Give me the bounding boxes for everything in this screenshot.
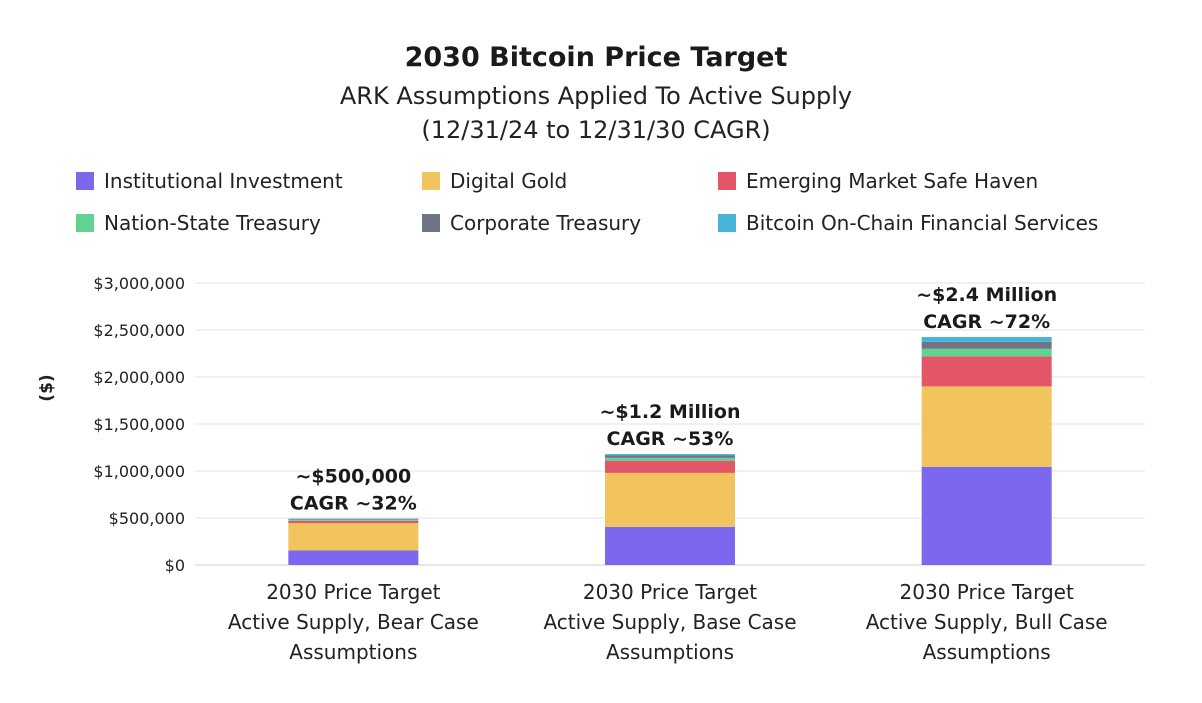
bar-segment	[921, 341, 1052, 349]
y-tick-label: $1,500,000	[93, 415, 185, 434]
bar-segment	[921, 466, 1052, 565]
bar-segment	[288, 519, 419, 520]
bar-segment	[288, 519, 419, 521]
bar-annotations: ~$500,000 CAGR ~32% ~$1.2 Million CAGR ~53%…	[290, 284, 1057, 515]
legend-swatch	[718, 172, 736, 190]
x-tick-label: Active Supply, Bear Case	[228, 610, 479, 634]
y-tick-label: $2,000,000	[93, 368, 185, 387]
bar-segment	[605, 457, 735, 461]
chart-subtitle-line-2: (12/31/24 to 12/31/30 CAGR)	[421, 116, 770, 144]
bar-segment	[288, 520, 419, 524]
legend-swatch	[422, 172, 440, 190]
legend-label: Emerging Market Safe Haven	[746, 169, 1038, 193]
legend-swatch	[422, 214, 440, 232]
x-axis: 2030 Price Target Active Supply, Bear Cas…	[228, 580, 1108, 664]
bar-annotation: ~$2.4 Million	[916, 284, 1057, 306]
x-tick-label: Active Supply, Base Case	[543, 610, 796, 634]
x-tick-label: 2030 Price Target	[900, 580, 1074, 604]
legend: Institutional Investment Digital Gold Emer…	[76, 169, 1098, 235]
bar-annotation: CAGR ~53%	[607, 428, 734, 450]
bar-segment	[605, 460, 735, 473]
legend-label: Bitcoin On-Chain Financial Services	[746, 211, 1098, 235]
bar-segment	[921, 386, 1052, 467]
x-tick-label: 2030 Price Target	[266, 580, 440, 604]
bar-segment	[921, 356, 1052, 387]
chart-title: 2030 Bitcoin Price Target	[405, 42, 788, 73]
y-tick-label: $3,000,000	[93, 274, 185, 293]
legend-label: Digital Gold	[450, 169, 567, 193]
bar-annotation: CAGR ~32%	[290, 493, 417, 515]
legend-label: Institutional Investment	[104, 169, 343, 193]
bar-segment	[921, 348, 1052, 357]
x-tick-label: Assumptions	[923, 640, 1051, 664]
x-tick-label: 2030 Price Target	[583, 580, 757, 604]
chart-subtitle-line-1: ARK Assumptions Applied To Active Supply	[340, 82, 852, 110]
bar-segment	[605, 472, 735, 527]
y-axis: $0 $500,000 $1,000,000 $1,500,000 $2,000,000…	[93, 274, 185, 575]
bar-segment	[288, 523, 419, 551]
legend-swatch	[76, 214, 94, 232]
legend-label: Corporate Treasury	[450, 211, 641, 235]
bar-segment	[288, 550, 419, 565]
bar-segment	[921, 337, 1052, 342]
bar-segment	[605, 454, 735, 456]
y-tick-label: $500,000	[109, 509, 185, 528]
x-tick-label: Active Supply, Bull Case	[866, 610, 1108, 634]
y-axis-label: ($)	[37, 374, 57, 401]
legend-swatch	[718, 214, 736, 232]
y-tick-label: $0	[165, 556, 185, 575]
x-tick-label: Assumptions	[289, 640, 417, 664]
bar-annotation: CAGR ~72%	[923, 311, 1050, 333]
legend-swatch	[76, 172, 94, 190]
y-tick-label: $2,500,000	[93, 321, 185, 340]
bar-segment	[605, 526, 735, 565]
bar-annotation: ~$500,000	[295, 466, 411, 488]
x-tick-label: Assumptions	[606, 640, 734, 664]
bars	[288, 337, 1052, 565]
bar-segment	[605, 455, 735, 458]
y-tick-label: $1,000,000	[93, 462, 185, 481]
bar-annotation: ~$1.2 Million	[600, 401, 741, 423]
legend-label: Nation-State Treasury	[104, 211, 321, 235]
